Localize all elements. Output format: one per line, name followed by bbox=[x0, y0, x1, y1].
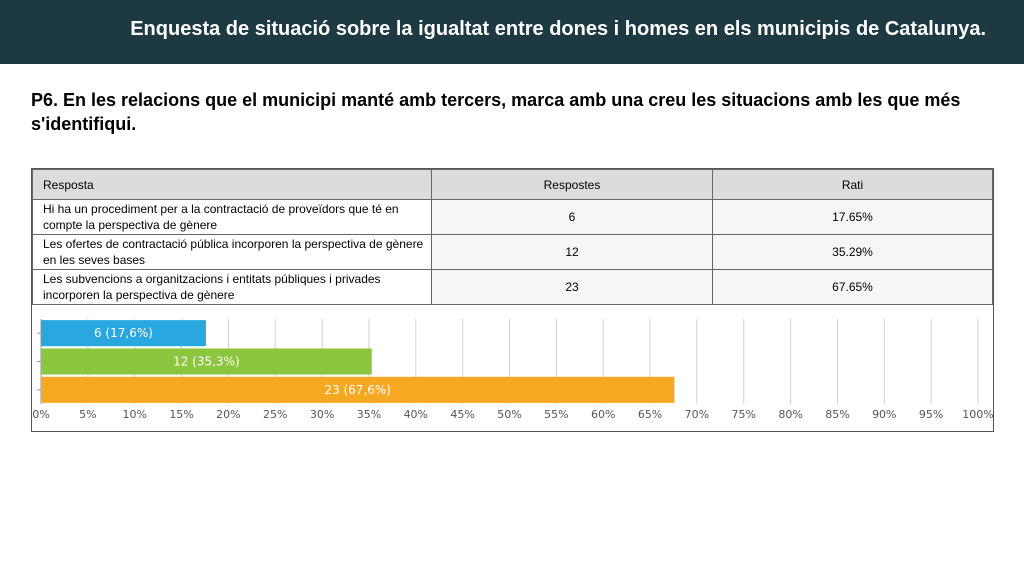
bar-data-label: 6 (17,6%) bbox=[94, 326, 153, 340]
x-tick-label: 80% bbox=[778, 408, 802, 421]
bar bbox=[41, 348, 372, 375]
x-tick-label: 90% bbox=[872, 408, 896, 421]
x-tick-label: 35% bbox=[357, 408, 381, 421]
header-bar: Enquesta de situació sobre la igualtat e… bbox=[0, 0, 1024, 64]
x-tick-label: 55% bbox=[544, 408, 568, 421]
page-title: Enquesta de situació sobre la igualtat e… bbox=[130, 18, 986, 40]
x-tick-label: 60% bbox=[591, 408, 615, 421]
table-row: Les subvencions a organitzacions i entit… bbox=[32, 269, 993, 305]
ratio-cell: 67.65% bbox=[712, 269, 993, 305]
count-cell: 23 bbox=[431, 269, 713, 305]
x-tick-label: 15% bbox=[169, 408, 193, 421]
count-cell: 12 bbox=[431, 234, 713, 270]
results-panel: Resposta Respostes Rati Hi ha un procedi… bbox=[31, 168, 994, 432]
x-tick-label: 45% bbox=[450, 408, 474, 421]
table-row: Hi ha un procediment per a la contractac… bbox=[32, 199, 993, 235]
x-tick-label: 5% bbox=[79, 408, 96, 421]
question-text: P6. En les relacions que el municipi man… bbox=[31, 90, 961, 134]
bar-data-label: 12 (35,3%) bbox=[173, 355, 240, 369]
ratio-cell: 35.29% bbox=[712, 234, 993, 270]
x-tick-label: 75% bbox=[732, 408, 756, 421]
x-tick-label: 95% bbox=[919, 408, 943, 421]
answer-cell: Les ofertes de contractació pública inco… bbox=[32, 234, 432, 270]
x-tick-label: 85% bbox=[825, 408, 849, 421]
bar bbox=[41, 320, 206, 347]
x-tick-label: 20% bbox=[216, 408, 240, 421]
x-tick-label: 100% bbox=[962, 408, 993, 421]
x-tick-label: 25% bbox=[263, 408, 287, 421]
answer-cell: Hi ha un procediment per a la contractac… bbox=[32, 199, 432, 235]
answer-cell: Les subvencions a organitzacions i entit… bbox=[32, 269, 432, 305]
x-tick-label: 50% bbox=[497, 408, 521, 421]
col-header-count: Respostes bbox=[431, 169, 713, 200]
x-tick-label: 30% bbox=[310, 408, 334, 421]
count-cell: 6 bbox=[431, 199, 713, 235]
table-header-row: Resposta Respostes Rati bbox=[32, 169, 993, 200]
bar-chart: 0% 5% 10% 15% 20% 25% 30% 35% 40% 45% 50% 55% 60% 65%… bbox=[32, 319, 993, 421]
results-table: Resposta Respostes Rati Hi ha un procedi… bbox=[32, 169, 993, 305]
bar-data-label: 23 (67,6%) bbox=[324, 383, 391, 397]
x-tick-label: 0% bbox=[32, 408, 49, 421]
col-header-ratio: Rati bbox=[712, 169, 993, 200]
ratio-cell: 17.65% bbox=[712, 199, 993, 235]
col-header-answer: Resposta bbox=[32, 169, 432, 200]
x-tick-label: 10% bbox=[122, 408, 146, 421]
x-tick-label: 65% bbox=[638, 408, 662, 421]
x-tick-label: 40% bbox=[404, 408, 428, 421]
x-tick-label: 70% bbox=[685, 408, 709, 421]
bar bbox=[41, 376, 675, 403]
table-row: Les ofertes de contractació pública inco… bbox=[32, 234, 993, 270]
